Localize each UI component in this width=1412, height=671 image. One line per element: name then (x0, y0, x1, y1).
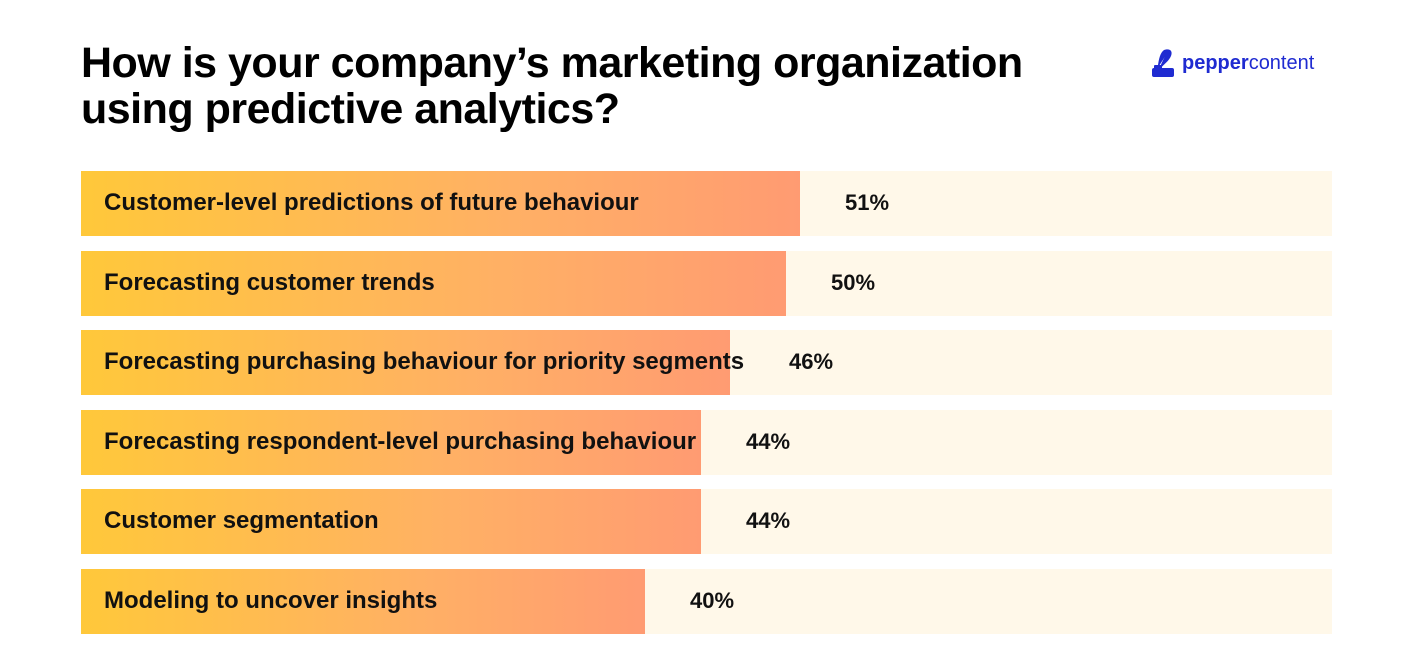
bar-track: Forecasting customer trends 50% (81, 251, 1332, 316)
bar-track: Customer segmentation 44% (81, 489, 1332, 554)
bar-label: Modeling to uncover insights (104, 587, 438, 614)
bar-label: Forecasting customer trends (104, 269, 435, 296)
quill-ink-pot-icon (1150, 48, 1176, 78)
bar-label: Customer-level predictions of future beh… (104, 189, 639, 216)
logo-text-bold: pepper (1182, 51, 1249, 74)
bar-track: Forecasting purchasing behaviour for pri… (81, 330, 1332, 395)
bar (81, 489, 702, 554)
bar-value-label: 44% (746, 508, 791, 533)
bar (81, 171, 801, 236)
chart-title-line-2: using predictive analytics? (81, 85, 620, 133)
bar-label: Customer segmentation (104, 507, 379, 534)
chart-title-line-1: How is your company’s marketing organiza… (81, 39, 1023, 87)
bar (81, 569, 645, 634)
logo-text-light: content (1248, 51, 1315, 74)
pepper-content-logo: peppercontent (1150, 48, 1314, 78)
bar-label: Forecasting purchasing behaviour for pri… (104, 348, 745, 375)
bar-value-label: 51% (845, 190, 890, 215)
bar-track: Customer-level predictions of future beh… (81, 171, 1332, 236)
bar (81, 251, 786, 316)
chart-title: How is your company’s marketing organiza… (81, 40, 1081, 132)
bar-track: Forecasting respondent-level purchasing … (81, 410, 1332, 475)
bar-value-label: 40% (690, 588, 735, 613)
bar (81, 330, 730, 395)
bar-value-label: 50% (831, 270, 876, 295)
bar-track: Modeling to uncover insights 40% (81, 569, 1332, 634)
bar-value-label: 44% (746, 429, 791, 454)
bar-value-label: 46% (789, 349, 834, 374)
bar (81, 410, 702, 475)
bar-label: Forecasting respondent-level purchasing … (104, 428, 697, 455)
